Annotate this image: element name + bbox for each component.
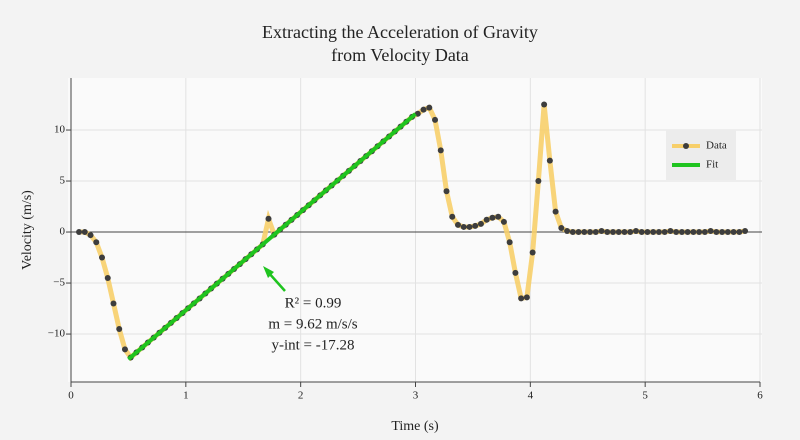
data-point — [719, 229, 726, 236]
chart-title: Extracting the Acceleration of Gravity — [262, 22, 538, 42]
data-point — [730, 229, 737, 236]
data-point — [512, 269, 519, 276]
data-point — [610, 229, 617, 236]
data-point — [707, 228, 714, 235]
data-point — [110, 300, 117, 307]
marks — [76, 101, 749, 362]
y-tick-label: −10 — [48, 328, 66, 340]
data-point — [432, 116, 439, 123]
data-point — [604, 229, 611, 236]
data-point — [736, 229, 743, 236]
data-point — [655, 229, 662, 236]
y-tick-label: 5 — [60, 175, 66, 187]
data-point — [87, 232, 94, 239]
legend-box — [666, 130, 736, 180]
data-point — [518, 295, 525, 302]
annotation: y-int = -17.28 — [271, 337, 354, 353]
data-point — [673, 229, 680, 236]
data-point — [581, 229, 588, 236]
data-point — [678, 229, 685, 236]
data-point — [684, 229, 691, 236]
data-point — [472, 222, 479, 229]
data-point — [724, 229, 731, 236]
data-point — [500, 218, 507, 225]
data-point — [638, 229, 645, 236]
data-point — [443, 188, 450, 195]
data-point — [535, 178, 542, 185]
data-point — [713, 229, 720, 236]
data-point — [650, 229, 657, 236]
y-axis-label: Velocity (m/s) — [20, 190, 35, 270]
data-point — [506, 239, 513, 246]
annotation: R² = 0.99 — [285, 295, 342, 311]
data-point — [460, 223, 467, 230]
x-tick-label: 4 — [528, 390, 534, 402]
data-point — [81, 229, 88, 236]
x-tick-label: 3 — [413, 390, 419, 402]
legend-label: Fit — [706, 159, 718, 171]
data-point — [93, 239, 100, 246]
data-point — [489, 214, 496, 221]
data-point — [552, 208, 559, 215]
legend-label: Data — [706, 140, 727, 152]
data-point — [76, 229, 83, 236]
data-point — [661, 229, 668, 236]
data-point — [701, 229, 708, 236]
data-point — [592, 229, 599, 236]
x-tick-label: 2 — [298, 390, 304, 402]
data-point — [690, 229, 697, 236]
data-point — [632, 228, 639, 235]
data-point — [121, 346, 128, 353]
annotation-arrowhead — [263, 266, 274, 278]
data-point — [546, 157, 553, 164]
data-point — [598, 228, 605, 235]
data-point — [529, 249, 536, 256]
data-point — [495, 213, 502, 220]
data-point — [483, 216, 490, 223]
data-point — [477, 220, 484, 227]
x-axis-label: Time (s) — [391, 419, 439, 434]
x-tick-label: 0 — [68, 390, 74, 402]
data-point — [420, 106, 427, 113]
data-point — [426, 104, 433, 111]
x-tick-label: 1 — [183, 390, 189, 402]
x-tick-label: 6 — [757, 390, 763, 402]
data-point — [449, 213, 456, 220]
chart-title: from Velocity Data — [331, 45, 469, 65]
y-tick-label: 10 — [54, 124, 66, 136]
fit-line — [127, 112, 417, 361]
data-point — [454, 221, 461, 228]
data-point — [99, 254, 106, 261]
data-point — [116, 325, 123, 332]
data-point — [541, 101, 548, 108]
data-point — [621, 229, 628, 236]
x-tick-label: 5 — [642, 390, 648, 402]
data-point — [558, 224, 565, 231]
data-point — [575, 229, 582, 236]
data-point — [104, 274, 111, 281]
data-point — [437, 147, 444, 154]
data-point — [615, 229, 622, 236]
data-point — [265, 215, 272, 222]
data-point — [696, 229, 703, 236]
y-tick-label: −5 — [53, 277, 65, 289]
data-point — [742, 228, 749, 235]
data-point — [564, 228, 571, 235]
data-point — [523, 294, 530, 301]
data-point — [667, 228, 674, 235]
data-point — [587, 229, 594, 236]
data-point — [644, 229, 651, 236]
legend-marker — [683, 143, 689, 149]
annotation: m = 9.62 m/s/s — [268, 316, 357, 332]
data-point — [466, 223, 473, 230]
data-point — [569, 229, 576, 236]
y-tick-label: 0 — [60, 226, 66, 238]
legend: Data Fit — [666, 130, 736, 180]
data-point — [627, 229, 634, 236]
